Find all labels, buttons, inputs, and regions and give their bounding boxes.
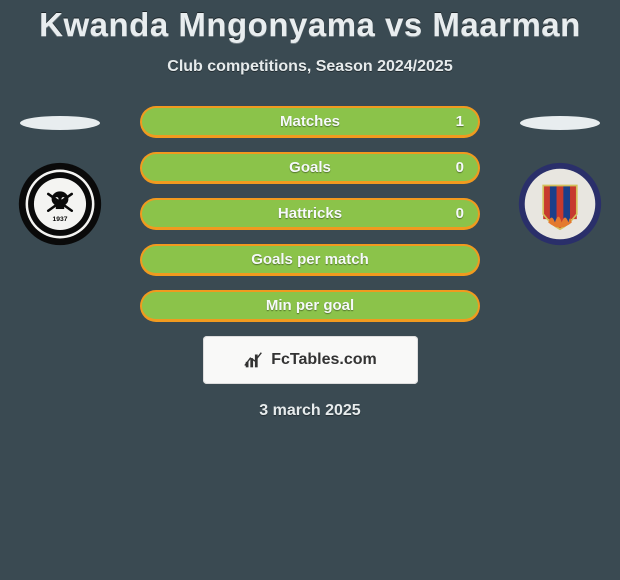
- subtitle: Club competitions, Season 2024/2025: [0, 58, 620, 76]
- stat-bar-goals: Goals 0: [140, 152, 480, 184]
- stat-bar-min-per-goal: Min per goal: [140, 290, 480, 322]
- comparison-card: Kwanda Mngonyama vs Maarman Club competi…: [0, 0, 620, 580]
- stat-value: 0: [456, 159, 464, 176]
- branding-text: FcTables.com: [271, 351, 377, 369]
- main-area: 1937: [0, 106, 620, 420]
- stat-label: Matches: [142, 113, 478, 130]
- svg-text:1937: 1937: [53, 216, 68, 223]
- chart-icon: [243, 349, 265, 371]
- stat-value: 1: [456, 113, 464, 130]
- stat-label: Min per goal: [142, 297, 478, 314]
- stat-bar-goals-per-match: Goals per match: [140, 244, 480, 276]
- branding-box: FcTables.com: [203, 336, 418, 384]
- right-player-marker: [520, 116, 600, 130]
- stat-bars: Matches 1 Goals 0 Hattricks 0 Goals per …: [140, 106, 480, 322]
- stat-label: Goals: [142, 159, 478, 176]
- stat-value: 0: [456, 205, 464, 222]
- left-club-logo: 1937: [18, 162, 102, 246]
- orlando-pirates-icon: 1937: [18, 162, 102, 246]
- date-text: 3 march 2025: [0, 402, 620, 420]
- stat-bar-hattricks: Hattricks 0: [140, 198, 480, 230]
- stat-bar-matches: Matches 1: [140, 106, 480, 138]
- right-club-logo: [518, 162, 602, 246]
- stat-label: Hattricks: [142, 205, 478, 222]
- chippa-united-icon: [518, 162, 602, 246]
- stat-label: Goals per match: [142, 251, 478, 268]
- left-player-marker: [20, 116, 100, 130]
- page-title: Kwanda Mngonyama vs Maarman: [0, 0, 620, 44]
